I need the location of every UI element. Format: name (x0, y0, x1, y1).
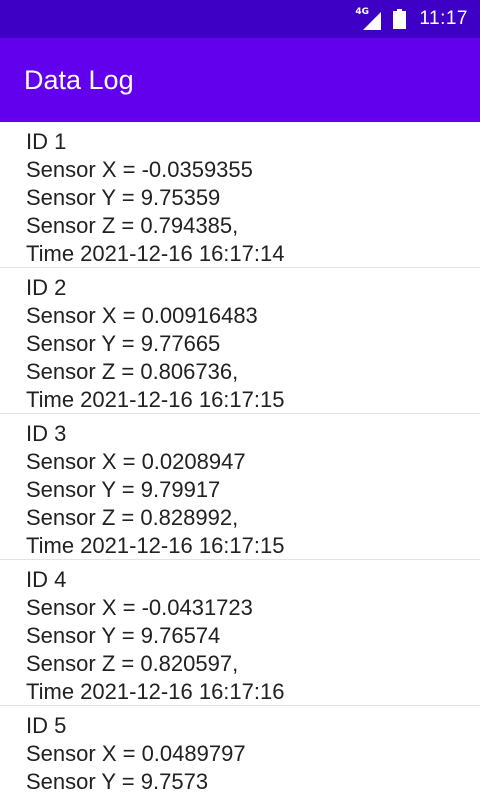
list-item[interactable]: ID 1 Sensor X = -0.0359355 Sensor Y = 9.… (0, 122, 480, 268)
sensor-z-value: Sensor Z = 0.820597, (26, 651, 239, 676)
entry-id: ID 1 (26, 129, 67, 154)
sensor-y-value: Sensor Y = 9.77665 (26, 331, 221, 356)
sensor-y-value: Sensor Y = 9.7573 (26, 769, 209, 794)
entry-timestamp: Time 2021-12-16 16:17:14 (26, 241, 285, 266)
list-item[interactable]: ID 5 Sensor X = 0.0489797 Sensor Y = 9.7… (0, 706, 480, 800)
sensor-x-value: Sensor X = -0.0359355 (26, 157, 253, 182)
page-title: Data Log (24, 64, 134, 95)
entry-id: ID 4 (26, 567, 67, 592)
entry-timestamp: Time 2021-12-16 16:17:16 (26, 679, 285, 704)
sensor-x-value: Sensor X = 0.00916483 (26, 303, 258, 328)
entry-timestamp: Time 2021-12-16 16:17:15 (26, 533, 285, 558)
list-item[interactable]: ID 3 Sensor X = 0.0208947 Sensor Y = 9.7… (0, 414, 480, 560)
entry-id: ID 2 (26, 275, 67, 300)
list-item[interactable]: ID 2 Sensor X = 0.00916483 Sensor Y = 9.… (0, 268, 480, 414)
sensor-y-value: Sensor Y = 9.79917 (26, 477, 221, 502)
status-bar: 4G 11:17 (0, 0, 480, 38)
sensor-y-value: Sensor Y = 9.76574 (26, 623, 221, 648)
sensor-z-value: Sensor Z = 0.806736, (26, 359, 239, 384)
battery-icon (393, 9, 407, 29)
data-log-list[interactable]: ID 1 Sensor X = -0.0359355 Sensor Y = 9.… (0, 122, 480, 800)
cellular-signal-icon: 4G (355, 7, 382, 30)
app-bar: Data Log (0, 38, 480, 122)
sensor-x-value: Sensor X = 0.0489797 (26, 741, 246, 766)
network-type-label: 4G (355, 7, 370, 17)
sensor-y-value: Sensor Y = 9.75359 (26, 185, 221, 210)
entry-id: ID 5 (26, 713, 67, 738)
status-time: 11:17 (419, 8, 468, 29)
sensor-z-value: Sensor Z = 0.828992, (26, 505, 239, 530)
sensor-x-value: Sensor X = -0.0431723 (26, 595, 253, 620)
entry-id: ID 3 (26, 421, 67, 446)
list-item[interactable]: ID 4 Sensor X = -0.0431723 Sensor Y = 9.… (0, 560, 480, 706)
entry-timestamp: Time 2021-12-16 16:17:15 (26, 387, 285, 412)
sensor-z-value: Sensor Z = 0.794385, (26, 213, 239, 238)
sensor-x-value: Sensor X = 0.0208947 (26, 449, 246, 474)
